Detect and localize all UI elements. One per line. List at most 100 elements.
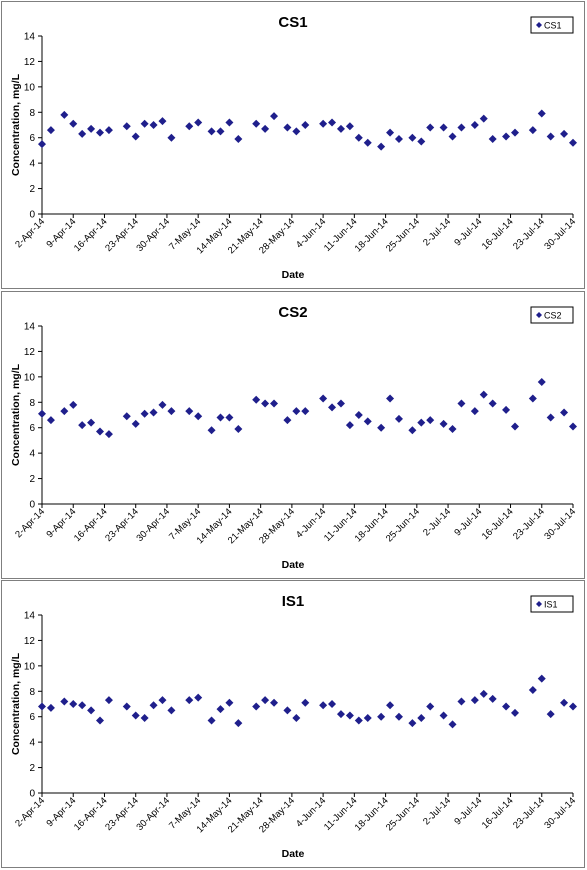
y-tick-label: 2: [29, 763, 35, 774]
data-point: [488, 134, 497, 143]
chart-panel-cs1: CS1 0 2 4 6 8 10 12 14 2-Apr-14 9-Apr-14 16-Apr-14 2…: [1, 1, 585, 289]
x-tick-label: 30-Jul-14: [542, 506, 578, 542]
data-point: [69, 400, 78, 409]
chart-title: CS2: [278, 304, 307, 321]
data-point: [78, 421, 87, 430]
data-point: [185, 407, 194, 416]
data-point: [234, 424, 243, 433]
y-tick-label: 12: [24, 347, 36, 358]
x-tick-label: 23-Jul-14: [511, 506, 547, 542]
data-point: [140, 119, 149, 128]
y-tick-label: 10: [24, 661, 36, 672]
data-point: [426, 123, 435, 132]
data-point: [354, 411, 363, 419]
data-point: [546, 413, 555, 422]
x-tick-label: 2-Jul-14: [421, 795, 453, 827]
x-tick-label: 2-Apr-14: [13, 795, 47, 829]
data-point: [457, 697, 466, 706]
data-point: [470, 696, 479, 705]
data-point: [149, 121, 158, 129]
data-point: [96, 716, 105, 725]
data-point: [292, 127, 301, 136]
x-tick-label: 25-Jun-14: [384, 795, 422, 833]
data-point: [417, 713, 426, 722]
y-axis-title: Concentration, mg/L: [10, 73, 22, 176]
data-point: [270, 698, 279, 707]
y-tick-label: 4: [29, 738, 35, 749]
y-tick-label: 10: [24, 372, 36, 383]
x-tick-label: 2-Apr-14: [13, 216, 47, 250]
chart-is1: IS1024681012142-Apr-149-Apr-1416-Apr-142…: [10, 593, 578, 860]
data-point: [488, 399, 497, 408]
data-point: [234, 134, 243, 143]
data-point: [537, 377, 546, 386]
data-point: [394, 134, 403, 143]
y-tick-label: 8: [29, 687, 35, 698]
legend-marker: [536, 312, 542, 318]
data-point: [252, 119, 261, 128]
y-tick-label: 8: [29, 108, 35, 119]
legend-box: [530, 595, 574, 613]
data-point: [185, 696, 194, 705]
data-point: [394, 712, 403, 721]
data-point: [408, 133, 417, 142]
data-point: [158, 696, 167, 705]
data-point: [78, 701, 87, 710]
y-tick-label: 2: [29, 184, 35, 195]
x-tick-label: 23-Jul-14: [511, 216, 547, 252]
y-tick-label: 6: [29, 423, 35, 434]
legend-box: [530, 16, 574, 34]
y-tick-label: 0: [29, 500, 35, 511]
legend-label: CS2: [544, 311, 562, 321]
chart-cs1: CS1024681012142-Apr-149-Apr-1416-Apr-142…: [10, 14, 578, 281]
data-point: [546, 710, 555, 719]
legend-marker: [536, 601, 542, 607]
data-point: [283, 706, 292, 715]
data-point: [252, 702, 261, 711]
data-point: [408, 719, 417, 728]
data-point: [167, 706, 176, 715]
data-point: [225, 118, 234, 127]
data-point: [569, 702, 577, 711]
y-tick-label: 0: [29, 210, 35, 221]
data-point: [104, 126, 113, 135]
data-point: [448, 424, 457, 433]
data-point: [167, 407, 176, 416]
data-point: [96, 427, 105, 436]
x-tick-label: 25-Jun-14: [384, 506, 422, 544]
x-tick-label: 30-Apr-14: [134, 795, 172, 833]
data-point: [38, 409, 46, 418]
data-point: [537, 674, 546, 683]
data-point: [122, 122, 131, 131]
data-point: [479, 689, 488, 698]
data-point: [46, 126, 55, 135]
data-point: [488, 694, 497, 703]
data-point: [345, 421, 354, 430]
data-point: [386, 394, 395, 403]
data-point: [261, 696, 270, 705]
data-point: [528, 394, 537, 403]
data-point: [104, 696, 113, 705]
x-tick-label: 30-Jul-14: [542, 216, 578, 252]
data-point: [225, 413, 234, 422]
data-point: [528, 126, 537, 135]
data-point: [207, 716, 216, 725]
data-point: [386, 701, 395, 710]
y-axis-title: Concentration, mg/L: [10, 363, 22, 466]
data-point: [292, 407, 301, 416]
x-axis-title: Date: [282, 559, 305, 571]
data-point: [131, 132, 140, 141]
data-point: [46, 416, 55, 425]
data-point: [502, 405, 511, 414]
data-point: [283, 416, 292, 425]
data-point: [261, 399, 270, 408]
y-tick-label: 2: [29, 474, 35, 485]
data-point: [479, 114, 488, 123]
data-point: [60, 697, 69, 706]
x-tick-label: 23-Jul-14: [511, 795, 547, 831]
data-point: [38, 140, 46, 149]
data-point: [78, 129, 87, 138]
data-point: [149, 408, 158, 417]
x-axis-title: Date: [282, 848, 305, 860]
data-point: [457, 399, 466, 408]
